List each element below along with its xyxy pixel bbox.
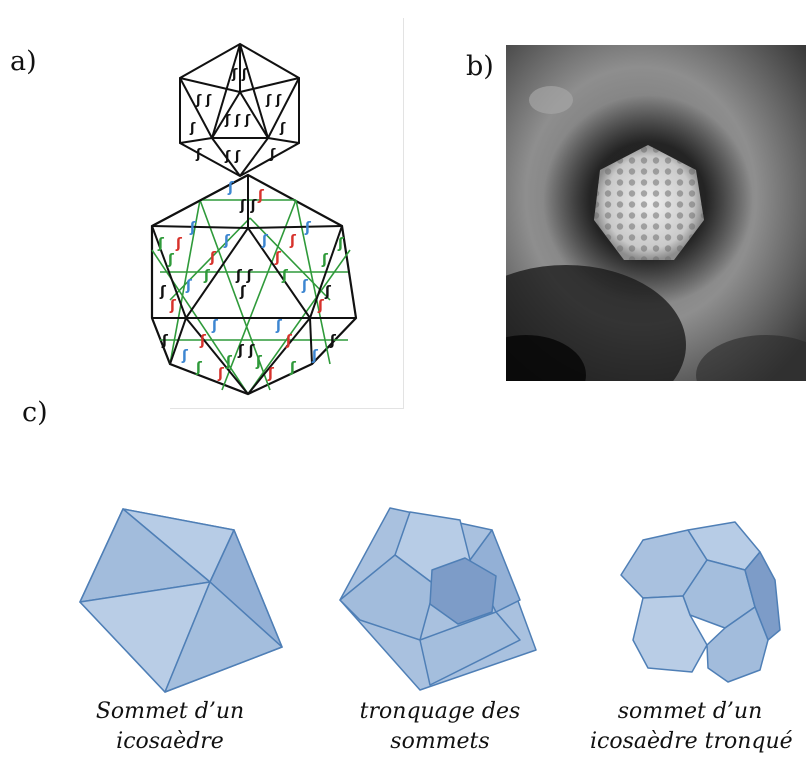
svg-text:ʃ: ʃ [304, 220, 312, 236]
svg-text:ʃ ʃ: ʃ ʃ [265, 93, 282, 108]
svg-text:ʃ: ʃ [329, 333, 337, 349]
svg-text:ʃ: ʃ [311, 348, 319, 364]
svg-text:ʃ: ʃ [275, 318, 283, 334]
svg-text:ʃ: ʃ [289, 233, 297, 249]
svg-text:ʃ: ʃ [189, 220, 197, 236]
svg-text:ʃ ʃ: ʃ ʃ [239, 198, 258, 214]
svg-text:ʃ: ʃ [195, 147, 202, 162]
svg-text:ʃ: ʃ [161, 333, 169, 349]
caption-line: icosaèdre [116, 729, 224, 754]
caption-truncated-icosahedron: sommet d’un icosaèdre tronqué [590, 697, 793, 757]
svg-text:ʃ: ʃ [169, 298, 177, 314]
svg-text:ʃ: ʃ [321, 252, 329, 268]
svg-text:ʃ: ʃ [261, 233, 269, 249]
svg-text:ʃ: ʃ [175, 236, 183, 252]
svg-text:ʃ: ʃ [227, 180, 235, 196]
svg-text:ʃ: ʃ [274, 250, 282, 266]
svg-text:ʃ: ʃ [211, 318, 219, 334]
caption-line: tronquage des [359, 699, 521, 724]
svg-text:ʃ: ʃ [279, 121, 286, 136]
svg-text:ʃ: ʃ [195, 360, 203, 376]
panel-a-frame [170, 18, 404, 409]
svg-text:ʃ: ʃ [324, 284, 332, 300]
caption-truncation: tronquage des sommets [340, 697, 540, 757]
svg-text:ʃ: ʃ [267, 366, 275, 382]
svg-text:ʃ ʃ: ʃ ʃ [224, 149, 241, 164]
svg-text:ʃ: ʃ [199, 333, 207, 349]
caption-line: sommets [390, 729, 490, 754]
caption-line: icosaèdre tronqué [590, 729, 793, 754]
panel-label-b: b) [466, 51, 494, 82]
svg-text:ʃ: ʃ [181, 348, 189, 364]
svg-text:ʃ ʃ: ʃ ʃ [237, 343, 256, 359]
svg-text:ʃ: ʃ [223, 233, 231, 249]
caption-line: sommet d’un [617, 699, 763, 724]
svg-text:ʃ ʃ: ʃ ʃ [231, 67, 248, 82]
svg-text:ʃ ʃ ʃ: ʃ ʃ ʃ [224, 113, 251, 128]
svg-text:ʃ: ʃ [167, 252, 175, 268]
svg-text:ʃ: ʃ [257, 188, 265, 204]
caption-line: Sommet d’un [95, 699, 245, 724]
svg-text:ʃ: ʃ [225, 354, 233, 370]
svg-text:ʃ: ʃ [185, 278, 193, 294]
svg-text:ʃ: ʃ [217, 366, 225, 382]
svg-text:ʃ: ʃ [189, 121, 196, 136]
panel-label-a: a) [10, 46, 37, 77]
svg-text:ʃ: ʃ [157, 236, 165, 252]
electron-micrograph [506, 45, 806, 381]
svg-text:ʃ: ʃ [337, 236, 345, 252]
svg-text:ʃ: ʃ [289, 360, 297, 376]
svg-text:ʃ: ʃ [269, 147, 276, 162]
svg-text:ʃ: ʃ [239, 284, 247, 300]
caption-icosahedron-vertex: Sommet d’un icosaèdre [70, 697, 270, 757]
svg-text:ʃ: ʃ [301, 278, 309, 294]
svg-text:ʃ: ʃ [281, 268, 289, 284]
svg-text:ʃ ʃ: ʃ ʃ [235, 268, 254, 284]
svg-text:ʃ: ʃ [317, 298, 325, 314]
svg-text:ʃ: ʃ [209, 250, 217, 266]
svg-text:ʃ: ʃ [159, 284, 167, 300]
svg-text:ʃ ʃ: ʃ ʃ [195, 93, 212, 108]
panel-label-c: c) [22, 397, 48, 428]
svg-text:ʃ: ʃ [285, 333, 293, 349]
svg-text:ʃ: ʃ [203, 268, 211, 284]
svg-text:ʃ: ʃ [255, 354, 263, 370]
